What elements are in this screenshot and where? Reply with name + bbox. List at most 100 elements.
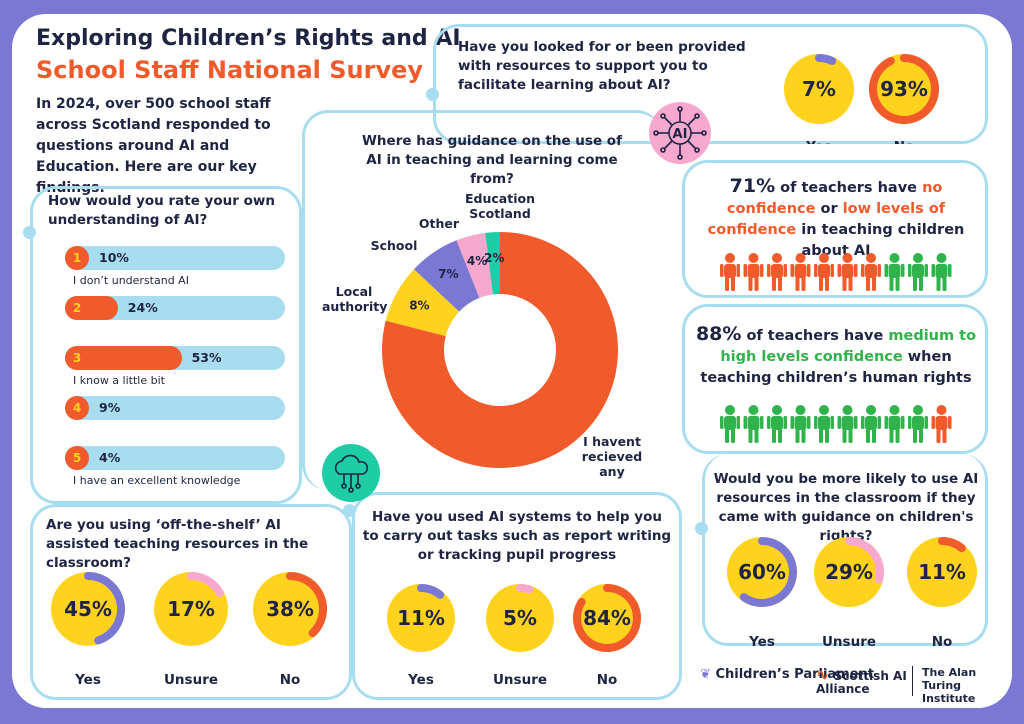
person-icon-4 (814, 253, 834, 291)
guidance-likelihood-chart: 60% Yes 29% Unsure 11% No (727, 537, 977, 650)
ring-disc (784, 54, 854, 124)
ring-value-label: 11% (918, 560, 966, 584)
guidance-no-ring: 11% No (907, 537, 977, 650)
svg-text:AI: AI (673, 127, 688, 142)
donut-value-label-4: 2% (484, 251, 504, 265)
ring-value-label: 84% (583, 606, 631, 630)
off-the-shelf-question: Are you using ‘off-the-shelf’ AI assiste… (46, 517, 309, 571)
ring-value-label: 93% (880, 77, 928, 101)
understanding-bar-2: 2 24% (65, 296, 285, 320)
rank-badge: 5 (68, 449, 86, 467)
logo-divider (912, 666, 913, 696)
ring-disc (486, 584, 554, 652)
guidance-likelihood-panel (702, 454, 988, 646)
ring-arc (739, 537, 797, 607)
guidance-likelihood-question: Would you be more likely to use AI resou… (713, 471, 979, 544)
ring-value-label: 7% (802, 77, 836, 101)
confidence-rights-stat: 88% of teachers have medium to high leve… (695, 323, 977, 387)
rank-badge: 2 (68, 299, 86, 317)
ring-arc (845, 537, 884, 584)
confidence-rights-panel (682, 304, 988, 454)
bar-value-label: 9% (99, 400, 121, 415)
ai-icon: AI (649, 102, 711, 164)
person-icon-6 (861, 405, 881, 443)
donut-slice-1 (385, 269, 460, 337)
ring-category-label: Yes (407, 672, 434, 688)
ring-category-label: Unsure (493, 672, 547, 688)
ring-category-label: No (932, 634, 953, 650)
rank-badge: 4 (68, 399, 86, 417)
off-the-shelf-no-ring: 38% No (253, 572, 327, 688)
bar-value-label: 10% (99, 250, 129, 265)
person-icon-9 (931, 253, 952, 291)
understanding-bar-5: 5 4% (65, 446, 285, 470)
person-icon-4 (814, 405, 834, 443)
donut-label-other: Other (418, 216, 460, 231)
donut-slice-2 (413, 240, 480, 312)
infographic-card: Exploring Children’s Rights and AI Schoo… (12, 14, 1012, 708)
person-icon-8 (908, 253, 928, 291)
ring-arc (869, 54, 939, 124)
confidence-ai-stat: 71% of teachers have no confidence or lo… (707, 175, 965, 260)
ring-category-label: Unsure (822, 634, 876, 650)
ring-disc (814, 537, 884, 607)
ring-value-label: 11% (397, 606, 445, 630)
bar-category-label: I have an excellent knowledge (73, 474, 241, 487)
guidance-panel (302, 110, 662, 490)
bar-category-label: I know a little bit (73, 374, 165, 387)
ring-category-label: Yes (74, 672, 101, 688)
person-icon-1 (743, 405, 764, 443)
ring-category-label: No (280, 672, 301, 688)
guidance-question: Where has guidance on the use of AI in t… (362, 133, 622, 187)
donut-value-label-1: 8% (409, 299, 429, 313)
ring-arc (84, 572, 125, 645)
donut-slice-0 (382, 232, 618, 468)
person-icon-1 (743, 253, 764, 291)
resources-question: Have you looked for or been provided wit… (458, 39, 746, 93)
donut-label-education-scotland: Education Scotland (465, 191, 535, 221)
understanding-question: How would you rate your own understandin… (48, 193, 275, 228)
person-icon-2 (767, 253, 787, 291)
ring-arc (938, 537, 966, 553)
people-pictogram-rights (720, 405, 952, 443)
confidence-ai-panel (682, 160, 988, 298)
ring-value-label: 60% (738, 560, 786, 584)
ring-disc (869, 54, 939, 124)
person-icon-6 (861, 253, 881, 291)
donut-slice-3 (456, 232, 493, 298)
ring-category-label: Yes (805, 139, 832, 144)
person-icon-5 (837, 405, 858, 443)
person-icon-8 (908, 405, 928, 443)
bar-value-label: 24% (127, 300, 158, 315)
understanding-bar-4: 4 9% (65, 396, 285, 420)
person-icon-3 (790, 405, 811, 443)
guidance-donut: 79%8%7%4%2% (382, 232, 618, 468)
ring-disc (573, 584, 641, 652)
ai-systems-no-ring: 84% No (573, 584, 641, 688)
alan-turing-institute-logo: The Alan Turing Institute (922, 666, 977, 705)
ring-arc (573, 584, 641, 652)
scottish-ai-alliance-logo: ∿ Scottish AI Alliance (816, 665, 907, 696)
bar-value-label: 53% (191, 350, 222, 365)
resources-panel (433, 24, 988, 144)
understanding-bar-1: 1 10% (65, 246, 285, 270)
off-the-shelf-unsure-ring: 17% Unsure (154, 572, 228, 688)
donut-value-label-3: 4% (467, 254, 487, 268)
person-icon-0 (720, 253, 740, 291)
resources-no-ring: 93% No (869, 54, 939, 144)
page-subtitle: School Staff National Survey (36, 56, 424, 84)
ring-disc (154, 572, 228, 646)
ai-systems-chart: 11% Yes 5% Unsure 84% No (387, 584, 641, 688)
person-icon-2 (767, 405, 787, 443)
resources-yes-ring: 7% Yes (784, 54, 854, 144)
panel-connector-dot (695, 522, 708, 535)
ring-value-label: 29% (825, 560, 873, 584)
resources-chart: 7% Yes 93% No (784, 54, 939, 144)
donut-label-none: I havent recieved any (581, 434, 643, 479)
rank-badge: 1 (68, 249, 86, 267)
ring-disc (907, 537, 977, 607)
donut-value-label-2: 7% (438, 267, 458, 281)
person-icon-3 (790, 253, 811, 291)
person-icon-7 (884, 253, 905, 291)
ring-category-label: No (597, 672, 618, 688)
